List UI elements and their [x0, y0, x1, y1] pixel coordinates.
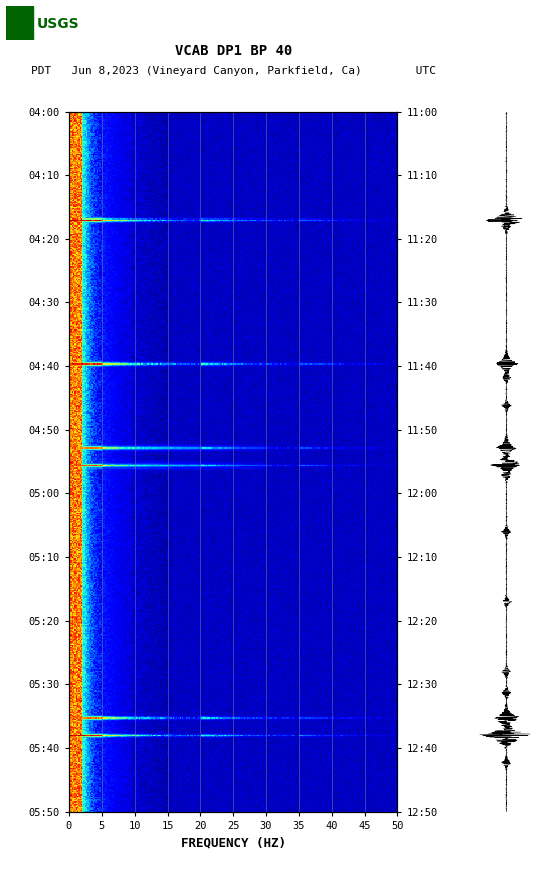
- Text: PDT   Jun 8,2023 (Vineyard Canyon, Parkfield, Ca)        UTC: PDT Jun 8,2023 (Vineyard Canyon, Parkfie…: [31, 66, 436, 77]
- Text: VCAB DP1 BP 40: VCAB DP1 BP 40: [174, 44, 292, 58]
- Bar: [6, 6, 33, 40]
- X-axis label: FREQUENCY (HZ): FREQUENCY (HZ): [181, 837, 286, 849]
- Text: USGS: USGS: [37, 17, 79, 31]
